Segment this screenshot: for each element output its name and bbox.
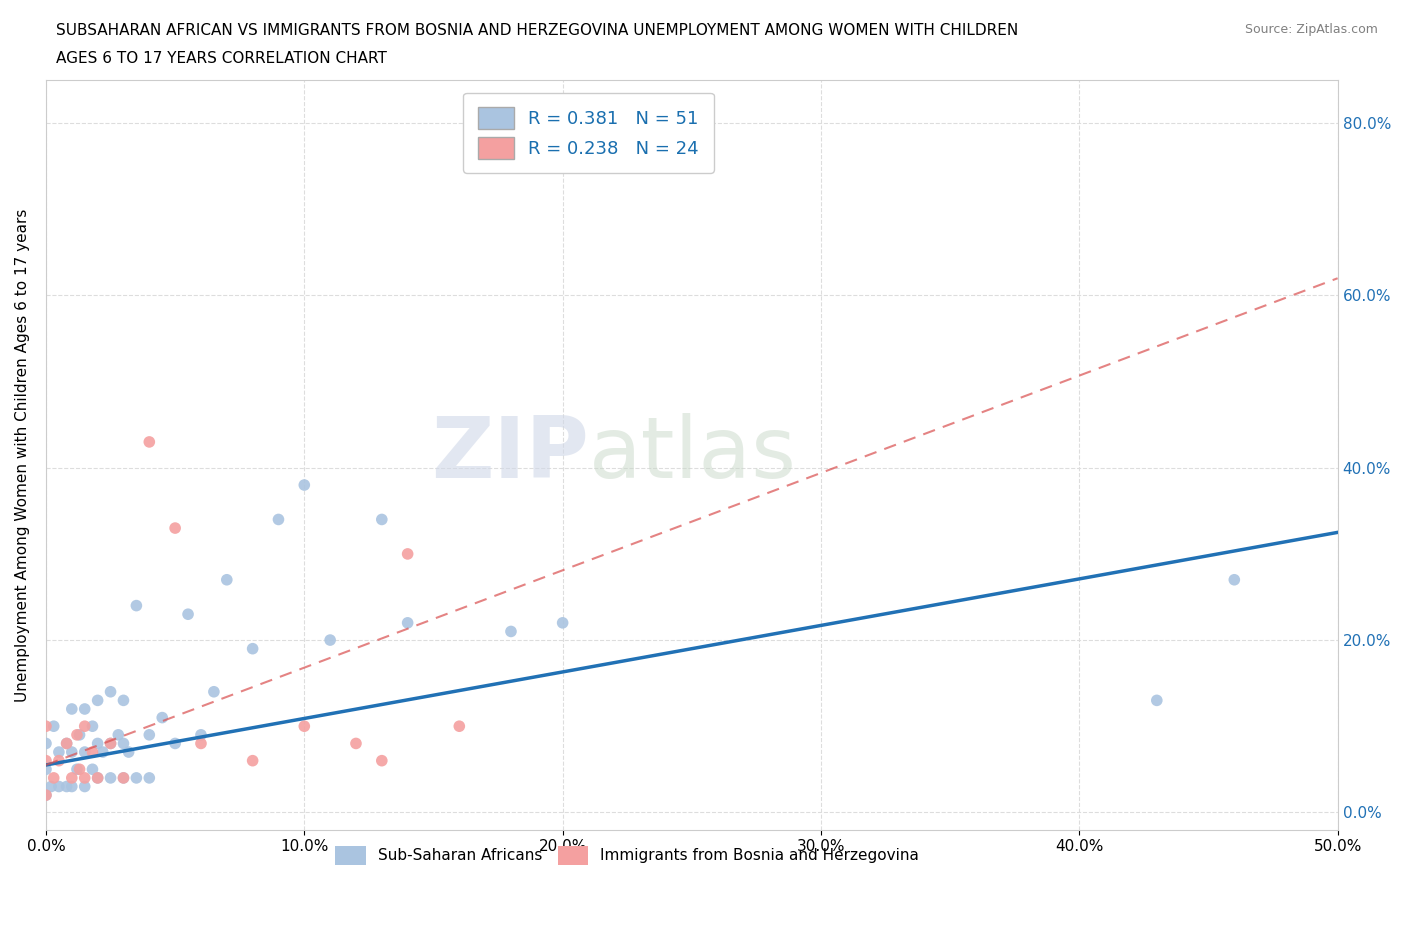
Legend: Sub-Saharan Africans, Immigrants from Bosnia and Herzegovina: Sub-Saharan Africans, Immigrants from Bo… <box>329 840 925 870</box>
Point <box>165 521 187 536</box>
Point <box>82 762 104 777</box>
Point <box>125 770 148 785</box>
Point <box>1223 572 1246 587</box>
Point <box>66 762 89 777</box>
Point <box>292 719 315 734</box>
Text: atlas: atlas <box>589 413 796 497</box>
Point <box>267 512 290 527</box>
Point <box>100 684 122 699</box>
Point <box>48 745 70 760</box>
Point <box>551 616 574 631</box>
Point <box>344 736 367 751</box>
Y-axis label: Unemployment Among Women with Children Ages 6 to 17 years: Unemployment Among Women with Children A… <box>15 208 30 701</box>
Point <box>48 753 70 768</box>
Point <box>242 642 264 657</box>
Point <box>138 434 160 449</box>
Point <box>35 753 58 768</box>
Point <box>112 770 135 785</box>
Point <box>125 598 148 613</box>
Point <box>319 632 342 647</box>
Text: ZIP: ZIP <box>430 413 589 497</box>
Point <box>138 727 160 742</box>
Point <box>112 770 135 785</box>
Point <box>55 736 77 751</box>
Point <box>35 719 58 734</box>
Point <box>60 770 83 785</box>
Point <box>100 736 122 751</box>
Point <box>39 779 62 794</box>
Point <box>55 779 77 794</box>
Point <box>86 736 108 751</box>
Point <box>190 736 212 751</box>
Point <box>371 753 394 768</box>
Point <box>48 779 70 794</box>
Point <box>499 624 522 639</box>
Point <box>371 512 394 527</box>
Point <box>82 719 104 734</box>
Point <box>396 616 419 631</box>
Point <box>112 693 135 708</box>
Point <box>117 745 139 760</box>
Point <box>86 693 108 708</box>
Point <box>190 727 212 742</box>
Point <box>42 719 65 734</box>
Point <box>112 736 135 751</box>
Point <box>35 788 58 803</box>
Point <box>55 736 77 751</box>
Point <box>69 762 91 777</box>
Point <box>91 745 114 760</box>
Point <box>1146 693 1168 708</box>
Point <box>69 727 91 742</box>
Text: SUBSAHARAN AFRICAN VS IMMIGRANTS FROM BOSNIA AND HERZEGOVINA UNEMPLOYMENT AMONG : SUBSAHARAN AFRICAN VS IMMIGRANTS FROM BO… <box>56 23 1018 38</box>
Point <box>82 745 104 760</box>
Point <box>100 736 122 751</box>
Point <box>60 779 83 794</box>
Point <box>73 779 96 794</box>
Point <box>73 701 96 716</box>
Point <box>215 572 238 587</box>
Point <box>100 770 122 785</box>
Point <box>66 727 89 742</box>
Text: AGES 6 TO 17 YEARS CORRELATION CHART: AGES 6 TO 17 YEARS CORRELATION CHART <box>56 51 387 66</box>
Point <box>150 711 173 725</box>
Point <box>35 736 58 751</box>
Point <box>138 770 160 785</box>
Text: Source: ZipAtlas.com: Source: ZipAtlas.com <box>1244 23 1378 36</box>
Point <box>73 719 96 734</box>
Point <box>60 701 83 716</box>
Point <box>396 547 419 562</box>
Point <box>202 684 225 699</box>
Point <box>242 753 264 768</box>
Point <box>292 478 315 493</box>
Point <box>35 788 58 803</box>
Point <box>60 745 83 760</box>
Point <box>73 745 96 760</box>
Point <box>449 719 471 734</box>
Point <box>86 770 108 785</box>
Point <box>73 770 96 785</box>
Point <box>42 770 65 785</box>
Point <box>107 727 129 742</box>
Point <box>177 606 200 621</box>
Point <box>35 762 58 777</box>
Point <box>86 770 108 785</box>
Point <box>165 736 187 751</box>
